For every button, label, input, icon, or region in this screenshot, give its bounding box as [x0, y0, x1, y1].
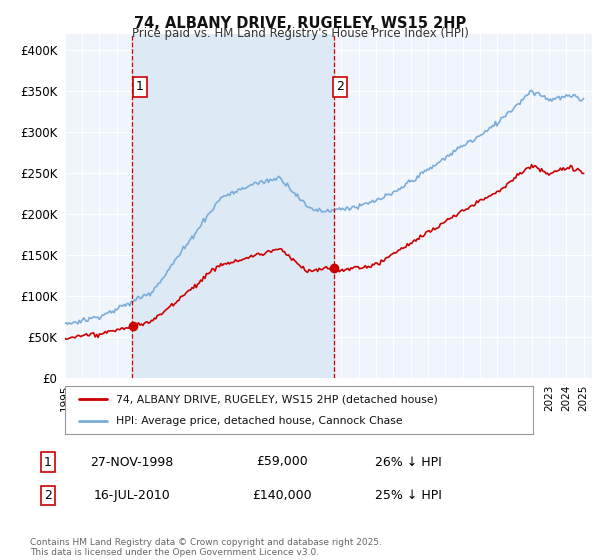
Text: £140,000: £140,000: [252, 489, 312, 502]
Text: 2: 2: [336, 81, 344, 94]
Text: 27-NOV-1998: 27-NOV-1998: [91, 455, 173, 469]
Text: 26% ↓ HPI: 26% ↓ HPI: [374, 455, 442, 469]
Text: Contains HM Land Registry data © Crown copyright and database right 2025.
This d: Contains HM Land Registry data © Crown c…: [30, 538, 382, 557]
Text: 16-JUL-2010: 16-JUL-2010: [94, 489, 170, 502]
Text: 2: 2: [44, 489, 52, 502]
Text: HPI: Average price, detached house, Cannock Chase: HPI: Average price, detached house, Cann…: [116, 416, 403, 426]
Text: Price paid vs. HM Land Registry's House Price Index (HPI): Price paid vs. HM Land Registry's House …: [131, 27, 469, 40]
Text: 1: 1: [136, 81, 143, 94]
Text: 1: 1: [44, 455, 52, 469]
Bar: [132, 34, 334, 378]
Text: 74, ALBANY DRIVE, RUGELEY, WS15 2HP (detached house): 74, ALBANY DRIVE, RUGELEY, WS15 2HP (det…: [116, 394, 438, 404]
Text: 74, ALBANY DRIVE, RUGELEY, WS15 2HP: 74, ALBANY DRIVE, RUGELEY, WS15 2HP: [134, 16, 466, 31]
Text: 25% ↓ HPI: 25% ↓ HPI: [374, 489, 442, 502]
Text: £59,000: £59,000: [256, 455, 308, 469]
